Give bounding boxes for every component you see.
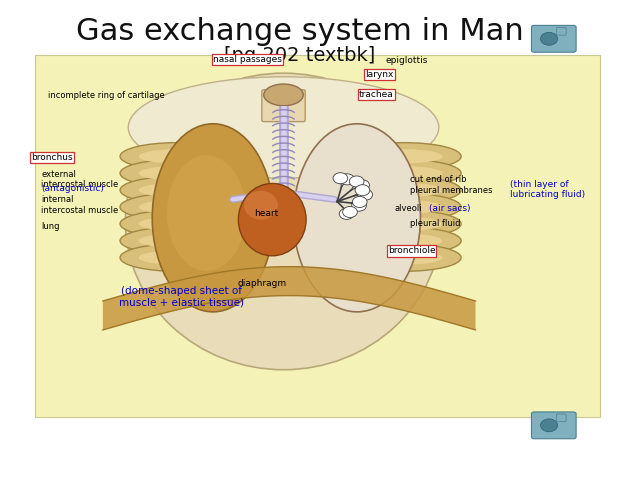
Circle shape xyxy=(358,189,373,200)
FancyBboxPatch shape xyxy=(531,25,576,52)
Ellipse shape xyxy=(263,84,303,106)
Circle shape xyxy=(349,176,364,187)
Ellipse shape xyxy=(120,176,232,204)
Ellipse shape xyxy=(349,244,461,271)
Ellipse shape xyxy=(349,160,461,187)
Text: epiglottis: epiglottis xyxy=(386,57,428,65)
Ellipse shape xyxy=(352,145,459,168)
Ellipse shape xyxy=(122,195,230,219)
Bar xyxy=(35,55,600,417)
Ellipse shape xyxy=(122,212,230,236)
Ellipse shape xyxy=(138,166,214,180)
Ellipse shape xyxy=(120,143,232,170)
Circle shape xyxy=(355,185,370,196)
Text: internal
intercostal muscle: internal intercostal muscle xyxy=(41,195,119,215)
Text: bronchiole: bronchiole xyxy=(388,247,435,255)
Ellipse shape xyxy=(349,227,461,254)
Ellipse shape xyxy=(352,229,459,252)
Circle shape xyxy=(352,196,367,207)
Text: (dome-shaped sheet of
muscle + elastic tissue): (dome-shaped sheet of muscle + elastic t… xyxy=(119,286,244,308)
Circle shape xyxy=(540,419,558,432)
Ellipse shape xyxy=(152,124,274,312)
Ellipse shape xyxy=(367,149,443,163)
Ellipse shape xyxy=(138,183,214,197)
Ellipse shape xyxy=(126,73,441,370)
Text: Gas exchange system in Man: Gas exchange system in Man xyxy=(76,17,524,46)
Text: external
intercostal muscle: external intercostal muscle xyxy=(41,170,119,189)
FancyBboxPatch shape xyxy=(262,90,305,122)
Text: nasal passages: nasal passages xyxy=(213,56,282,64)
Text: heart: heart xyxy=(255,209,279,217)
Text: larynx: larynx xyxy=(366,70,394,79)
Text: cut end of rib: cut end of rib xyxy=(410,175,466,183)
Circle shape xyxy=(333,173,348,184)
Circle shape xyxy=(340,174,355,185)
Ellipse shape xyxy=(120,210,232,238)
Text: (air sacs): (air sacs) xyxy=(429,204,471,213)
Ellipse shape xyxy=(352,178,459,202)
Text: lung: lung xyxy=(41,222,60,230)
Circle shape xyxy=(355,180,369,191)
Ellipse shape xyxy=(122,229,230,252)
Ellipse shape xyxy=(138,251,214,265)
Text: bronchus: bronchus xyxy=(31,153,73,161)
FancyBboxPatch shape xyxy=(531,412,576,439)
Ellipse shape xyxy=(239,183,306,256)
Ellipse shape xyxy=(352,246,459,269)
Ellipse shape xyxy=(122,246,230,269)
Ellipse shape xyxy=(138,234,214,248)
Ellipse shape xyxy=(120,227,232,254)
Text: (antagonistic): (antagonistic) xyxy=(41,184,105,193)
Ellipse shape xyxy=(367,217,443,231)
Circle shape xyxy=(343,206,357,217)
Text: alveoli: alveoli xyxy=(395,204,422,213)
Ellipse shape xyxy=(349,176,461,204)
Circle shape xyxy=(339,208,354,219)
Ellipse shape xyxy=(367,183,443,197)
Ellipse shape xyxy=(244,191,278,220)
Text: trachea: trachea xyxy=(359,91,394,99)
Text: diaphragm: diaphragm xyxy=(237,279,286,288)
Text: incomplete ring of cartilage: incomplete ring of cartilage xyxy=(48,91,165,100)
Ellipse shape xyxy=(367,200,443,214)
Ellipse shape xyxy=(138,200,214,214)
Text: (thin layer of
lubricating fluid): (thin layer of lubricating fluid) xyxy=(510,180,586,199)
Circle shape xyxy=(352,200,366,211)
Ellipse shape xyxy=(128,77,439,178)
Circle shape xyxy=(540,33,558,45)
Ellipse shape xyxy=(122,145,230,168)
Text: pleural fluid: pleural fluid xyxy=(410,219,460,228)
Ellipse shape xyxy=(349,143,461,170)
Ellipse shape xyxy=(167,155,246,271)
Ellipse shape xyxy=(367,166,443,180)
Ellipse shape xyxy=(352,161,459,185)
Ellipse shape xyxy=(349,210,461,238)
Text: pleural membranes: pleural membranes xyxy=(410,186,492,194)
Ellipse shape xyxy=(138,149,214,163)
Ellipse shape xyxy=(120,194,232,221)
FancyBboxPatch shape xyxy=(556,27,566,35)
Text: [pg 202 textbk]: [pg 202 textbk] xyxy=(224,46,376,65)
Ellipse shape xyxy=(293,124,420,312)
Ellipse shape xyxy=(367,251,443,265)
FancyBboxPatch shape xyxy=(556,414,566,422)
Ellipse shape xyxy=(138,217,214,231)
Ellipse shape xyxy=(349,194,461,221)
Ellipse shape xyxy=(352,195,459,219)
Ellipse shape xyxy=(120,160,232,187)
Ellipse shape xyxy=(120,244,232,271)
Ellipse shape xyxy=(122,161,230,185)
Ellipse shape xyxy=(367,234,443,248)
Ellipse shape xyxy=(352,212,459,236)
Ellipse shape xyxy=(122,178,230,202)
